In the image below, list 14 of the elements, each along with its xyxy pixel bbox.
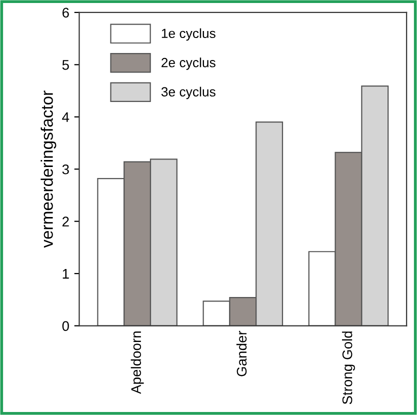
y-tick-label: 0: [62, 321, 69, 331]
y-tick-label: 3: [62, 164, 69, 174]
y-tick-label: 4: [62, 112, 70, 122]
legend-label: 3e cyclus: [161, 86, 216, 100]
y-tick-label: 2: [62, 216, 69, 226]
y-axis-title: vermeerderingsfactor: [40, 90, 56, 248]
x-tick-label: Apeldoorn: [130, 332, 144, 394]
y-tick-label: 1: [62, 269, 69, 279]
x-tick-label: Gander: [236, 330, 247, 376]
y-tick-label: 5: [62, 60, 69, 70]
legend-label: 2e cyclus: [162, 58, 216, 70]
x-tick-label: Strong Gold: [342, 332, 355, 404]
legend-label: 1e cyclus: [162, 28, 216, 41]
y-tick-label: 6: [62, 8, 69, 18]
